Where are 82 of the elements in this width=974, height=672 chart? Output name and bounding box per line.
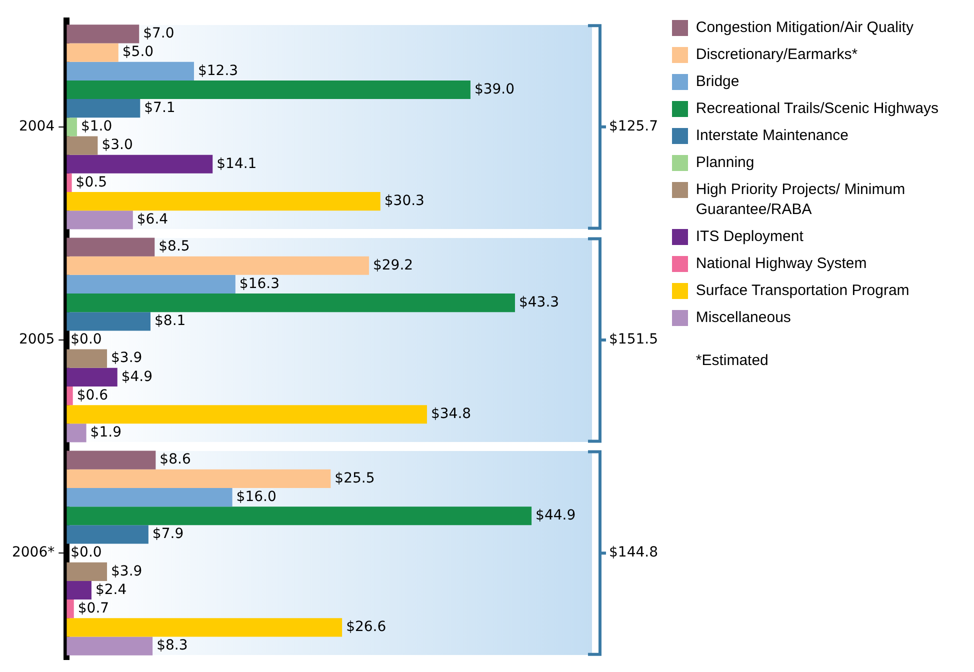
legend-label: Recreational Trails/Scenic Highways <box>696 99 940 119</box>
data-label: $39.0 <box>474 81 515 98</box>
bar <box>66 136 98 155</box>
bar <box>66 386 73 406</box>
data-label: $0.0 <box>70 332 102 348</box>
data-label: $14.1 <box>216 156 257 172</box>
data-label: $0.7 <box>78 600 110 616</box>
data-label: $29.2 <box>372 257 414 274</box>
bar <box>66 469 331 488</box>
bar <box>66 118 77 136</box>
data-label: $7.1 <box>144 100 176 116</box>
bar <box>66 24 140 44</box>
data-label: $25.5 <box>334 470 375 486</box>
data-label: $43.3 <box>518 294 560 310</box>
bar <box>66 506 532 526</box>
legend-label: Congestion Mitigation/Air Quality <box>696 18 914 38</box>
bar <box>66 405 427 424</box>
y-tick-label: 2006* <box>12 544 55 561</box>
data-label: $1.9 <box>90 424 122 441</box>
data-label: $26.6 <box>346 619 386 636</box>
bar <box>66 349 108 368</box>
legend-label: National Highway System <box>696 254 868 274</box>
data-label: $16.3 <box>239 276 280 292</box>
data-label: $3.9 <box>111 563 142 580</box>
bar <box>66 80 470 100</box>
bar <box>66 368 118 386</box>
bar <box>66 525 148 544</box>
bar <box>66 600 74 618</box>
legend-label: Discretionary/Earmarks* <box>696 45 859 65</box>
bar <box>66 173 72 192</box>
legend-label: Interstate Maintenance <box>696 126 850 146</box>
bar <box>66 210 133 230</box>
legend-label: Bridge <box>696 72 740 92</box>
bar <box>66 312 151 331</box>
data-label: $44.9 <box>536 508 576 524</box>
text: $144.8 <box>609 544 658 561</box>
data-label: $16.0 <box>236 488 276 505</box>
data-label: $0.5 <box>76 174 107 190</box>
data-label: $12.3 <box>198 62 238 79</box>
data-label: $8.3 <box>156 638 188 654</box>
data-label: $5.0 <box>122 44 154 60</box>
bar <box>66 562 108 581</box>
bar <box>66 274 236 294</box>
bar <box>66 43 118 62</box>
text: $151.5 <box>609 332 658 348</box>
bar <box>66 636 153 656</box>
bar <box>66 450 156 470</box>
legend-label: ITS Deployment <box>696 227 804 247</box>
legend-label: Planning <box>696 153 756 173</box>
data-label: $8.5 <box>158 238 190 255</box>
legend-label: Miscellaneous <box>696 308 792 328</box>
y-tick-label: 2004 <box>18 118 55 135</box>
data-label: $7.9 <box>152 526 184 542</box>
data-label: $1.0 <box>80 118 112 135</box>
bar <box>66 238 155 256</box>
data-label: $3.9 <box>111 350 142 366</box>
text: $125.7 <box>609 118 658 135</box>
bar <box>66 424 86 442</box>
y-tick-label: 2005 <box>18 332 55 348</box>
bar <box>66 62 194 80</box>
legend-label: Surface Transportation Program <box>696 281 910 301</box>
data-label: $0.0 <box>70 544 102 561</box>
text: *Estimated <box>696 352 770 369</box>
data-label: $0.6 <box>76 387 108 404</box>
data-label: $2.4 <box>95 582 127 598</box>
bar <box>66 488 232 507</box>
bar <box>66 154 213 174</box>
data-label: $3.0 <box>102 137 133 154</box>
bar <box>66 294 515 312</box>
legend-label: High Priority Projects/ Minimum Guarantee/RABA <box>696 180 906 220</box>
bar <box>66 580 92 600</box>
bar <box>66 618 342 637</box>
bar <box>66 192 380 211</box>
data-label: $4.9 <box>121 368 153 385</box>
data-label: $34.8 <box>430 406 472 422</box>
data-label: $7.0 <box>143 26 174 42</box>
bar <box>66 256 369 275</box>
data-label: $8.6 <box>160 452 191 468</box>
data-label: $30.3 <box>384 192 424 209</box>
bar <box>66 99 140 118</box>
data-label: $6.4 <box>136 212 168 228</box>
data-label: $8.1 <box>154 313 186 330</box>
